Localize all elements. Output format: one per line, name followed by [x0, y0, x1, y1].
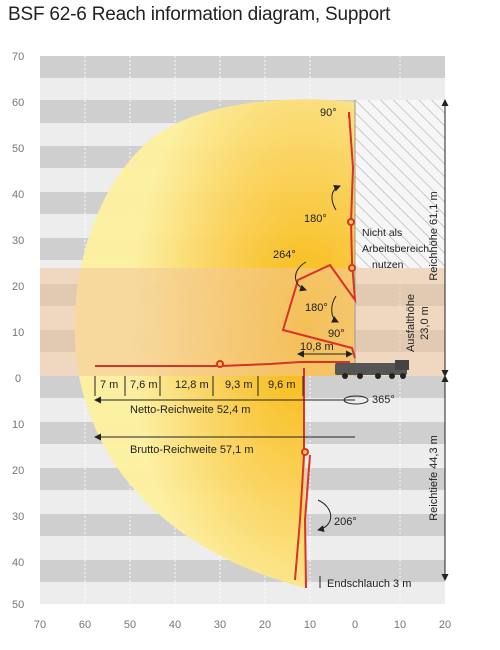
segment-dimensions: 7 m 7,6 m 12,8 m 9,3 m 9,6 m 10,8 m	[94, 341, 353, 396]
angle-label: 90°	[320, 107, 337, 119]
y-tick: 30	[12, 511, 24, 523]
end-hose-label: Endschlauch 3 m	[327, 578, 411, 590]
unfold-height-value: 23,0 m	[419, 306, 431, 340]
x-tick: 10	[304, 619, 316, 631]
boom	[95, 111, 357, 589]
unfold-height-zone	[40, 268, 445, 376]
y-tick: 10	[12, 419, 24, 431]
angle-labels: 90° 180° 264° 180° 90° 206° 365°	[273, 107, 395, 533]
y-tick: 20	[12, 465, 24, 477]
y-tick: 50	[12, 143, 24, 155]
segment-label: 7,6 m	[130, 379, 158, 391]
y-axis-top: 70 60 50 40 30 20 10 0	[12, 51, 24, 385]
diagram-title: BSF 62-6 Reach information diagram, Supp…	[8, 4, 391, 25]
truck	[335, 360, 409, 379]
net-reach-label: Netto-Reichweite 52,4 m	[130, 404, 250, 416]
angle-label: 90°	[328, 328, 345, 340]
y-tick: 0	[15, 373, 21, 385]
not-usable-zone	[355, 100, 445, 268]
reach-height-label: Reichhöhe 61,1 m	[428, 191, 440, 280]
segment-label: 9,3 m	[225, 379, 253, 391]
svg-text:nutzen: nutzen	[372, 259, 404, 271]
x-tick: 0	[352, 619, 358, 631]
y-axis-bottom: 10 20 30 40 50	[12, 419, 24, 611]
x-tick: 40	[169, 619, 181, 631]
gross-reach-label: Brutto-Reichweite 57,1 m	[130, 444, 254, 456]
y-tick: 50	[12, 599, 24, 611]
svg-text:Nicht als: Nicht als	[362, 227, 402, 239]
segment-label: 9,6 m	[268, 379, 296, 391]
x-tick: 60	[79, 619, 91, 631]
svg-text:Arbeitsbereich: Arbeitsbereich	[362, 243, 429, 255]
not-usable-label: Nicht als Arbeitsbereich nutzen	[362, 227, 429, 271]
y-tick: 30	[12, 235, 24, 247]
vertical-dimensions: Reichhöhe 61,1 m Reichtiefe 44,3 m Ausfa…	[319, 99, 449, 590]
x-tick: 20	[439, 619, 451, 631]
y-tick: 40	[12, 189, 24, 201]
angle-label: 180°	[304, 213, 327, 225]
reach-depth-label: Reichtiefe 44,3 m	[428, 435, 440, 521]
segment-label: 12,8 m	[175, 379, 209, 391]
angle-label: 180°	[305, 302, 328, 314]
x-tick: 10	[394, 619, 406, 631]
segment-label: 10,8 m	[300, 341, 334, 353]
y-tick: 20	[12, 281, 24, 293]
angle-label: 206°	[334, 516, 357, 528]
unfold-height-label: Ausfalthöhe	[405, 294, 417, 352]
angle-label: 365°	[372, 394, 395, 406]
angle-label: 264°	[273, 249, 296, 261]
segment-label: 7 m	[100, 379, 118, 391]
reach-arrows: Netto-Reichweite 52,4 m Brutto-Reichweit…	[94, 396, 355, 456]
x-tick: 70	[34, 619, 46, 631]
x-tick: 20	[259, 619, 271, 631]
y-tick: 60	[12, 97, 24, 109]
y-tick: 10	[12, 327, 24, 339]
x-axis: 70 60 50 40 30 20 10 0 10 20	[34, 619, 451, 631]
x-tick: 30	[214, 619, 226, 631]
y-tick: 70	[12, 51, 24, 63]
x-tick: 50	[124, 619, 136, 631]
y-tick: 40	[12, 557, 24, 569]
